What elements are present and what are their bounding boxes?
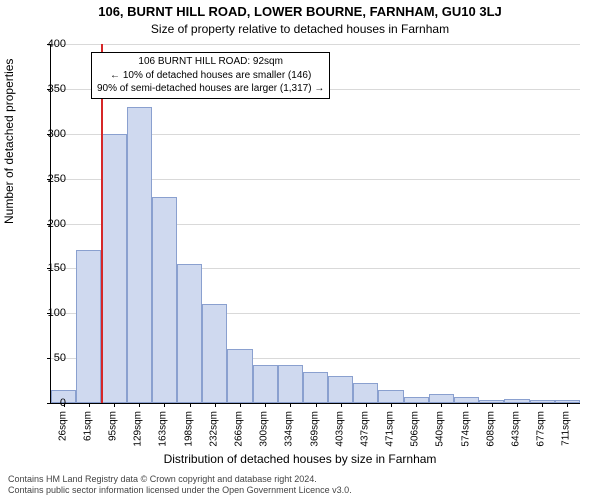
x-tick-label: 129sqm xyxy=(133,411,144,447)
x-tick-mark xyxy=(492,403,493,407)
x-tick-mark xyxy=(341,403,342,407)
x-tick-mark xyxy=(240,403,241,407)
x-tick-mark xyxy=(215,403,216,407)
chart-footer: Contains HM Land Registry data © Crown c… xyxy=(8,474,592,497)
x-tick-mark xyxy=(316,403,317,407)
annotation-line: 90% of semi-detached houses are larger (… xyxy=(97,82,324,96)
histogram-bar xyxy=(127,107,152,403)
x-tick-label: 643sqm xyxy=(511,411,522,447)
histogram-bar xyxy=(177,264,202,403)
y-tick-label: 0 xyxy=(26,397,66,409)
gridline xyxy=(51,44,580,45)
x-tick-mark xyxy=(139,403,140,407)
x-tick-mark xyxy=(265,403,266,407)
y-tick-label: 300 xyxy=(26,128,66,140)
plot-area: 106 BURNT HILL ROAD: 92sqm← 10% of detac… xyxy=(50,44,580,404)
histogram-bar xyxy=(429,394,454,403)
x-tick-mark xyxy=(114,403,115,407)
histogram-bar xyxy=(328,376,353,403)
x-tick-mark xyxy=(467,403,468,407)
x-tick-label: 26sqm xyxy=(57,411,68,441)
histogram-bar xyxy=(227,349,252,403)
x-tick-mark xyxy=(190,403,191,407)
histogram-bar xyxy=(278,365,303,403)
annotation-box: 106 BURNT HILL ROAD: 92sqm← 10% of detac… xyxy=(91,52,330,99)
annotation-line: 106 BURNT HILL ROAD: 92sqm xyxy=(97,55,324,69)
y-tick-label: 100 xyxy=(26,307,66,319)
x-tick-label: 163sqm xyxy=(158,411,169,447)
y-axis-label-text: Number of detached properties xyxy=(2,59,16,224)
footer-line-2: Contains public sector information licen… xyxy=(8,485,592,496)
chart-container: { "title": "106, BURNT HILL ROAD, LOWER … xyxy=(0,0,600,500)
x-tick-mark xyxy=(366,403,367,407)
x-tick-label: 608sqm xyxy=(485,411,496,447)
x-axis-label: Distribution of detached houses by size … xyxy=(0,452,600,466)
x-tick-label: 232sqm xyxy=(208,411,219,447)
x-tick-label: 61sqm xyxy=(82,411,93,441)
footer-line-1: Contains HM Land Registry data © Crown c… xyxy=(8,474,592,485)
x-tick-mark xyxy=(416,403,417,407)
x-tick-mark xyxy=(441,403,442,407)
chart-title: 106, BURNT HILL ROAD, LOWER BOURNE, FARN… xyxy=(0,4,600,19)
x-tick-mark xyxy=(290,403,291,407)
histogram-bar xyxy=(101,134,126,403)
x-tick-label: 437sqm xyxy=(359,411,370,447)
histogram-bar xyxy=(353,383,378,403)
x-tick-label: 711sqm xyxy=(561,411,572,446)
y-tick-label: 150 xyxy=(26,262,66,274)
x-tick-label: 334sqm xyxy=(284,411,295,447)
x-tick-label: 300sqm xyxy=(259,411,270,447)
x-tick-mark xyxy=(89,403,90,407)
x-tick-label: 198sqm xyxy=(183,411,194,447)
x-tick-mark xyxy=(517,403,518,407)
annotation-line: ← 10% of detached houses are smaller (14… xyxy=(97,69,324,83)
x-tick-label: 506sqm xyxy=(410,411,421,447)
y-tick-label: 250 xyxy=(26,173,66,185)
x-tick-label: 574sqm xyxy=(460,411,471,447)
histogram-bar xyxy=(303,372,328,403)
x-tick-mark xyxy=(391,403,392,407)
y-axis-label: Number of detached properties xyxy=(2,59,16,224)
x-tick-label: 266sqm xyxy=(233,411,244,447)
x-tick-mark xyxy=(164,403,165,407)
histogram-bar xyxy=(378,390,403,403)
x-tick-label: 677sqm xyxy=(536,411,547,447)
x-tick-label: 471sqm xyxy=(385,411,396,447)
y-tick-label: 400 xyxy=(26,38,66,50)
x-tick-label: 95sqm xyxy=(107,411,118,441)
x-tick-mark xyxy=(542,403,543,407)
y-tick-label: 200 xyxy=(26,218,66,230)
x-tick-label: 369sqm xyxy=(309,411,320,447)
histogram-bar xyxy=(76,250,101,403)
histogram-bar xyxy=(202,304,227,403)
histogram-bar xyxy=(253,365,278,403)
x-tick-mark xyxy=(567,403,568,407)
x-tick-label: 403sqm xyxy=(334,411,345,447)
chart-subtitle: Size of property relative to detached ho… xyxy=(0,22,600,36)
y-tick-label: 50 xyxy=(26,352,66,364)
histogram-bar xyxy=(152,197,177,403)
x-tick-label: 540sqm xyxy=(435,411,446,447)
y-tick-label: 350 xyxy=(26,83,66,95)
